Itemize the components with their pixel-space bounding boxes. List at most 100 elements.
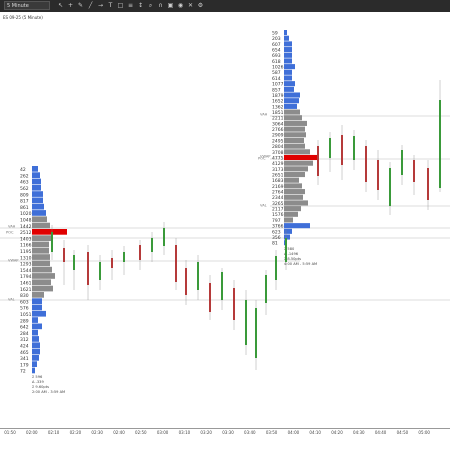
candle-body: [163, 228, 165, 246]
settings-icon[interactable]: ⚙: [197, 2, 204, 9]
volume-profile-value: 1442: [20, 224, 32, 230]
candle-body: [275, 256, 277, 280]
candle-body: [389, 168, 391, 206]
volume-profile-value: 1544: [20, 268, 32, 274]
time-axis[interactable]: [0, 428, 450, 451]
candle-body: [99, 262, 101, 280]
volume-profile-value: 1362: [272, 104, 284, 110]
volume-profile-bar: [32, 310, 46, 317]
volume-profile-value: 2764: [272, 190, 284, 196]
volume-profile-value: 797: [272, 218, 281, 224]
volume-profile-bar: [32, 260, 50, 267]
time-tick-label: 02:10: [47, 430, 60, 435]
volume-profile-value: 4129: [272, 161, 284, 167]
timeframe-select[interactable]: 5 Minute: [4, 1, 50, 10]
volume-profile-bar: [284, 58, 292, 64]
volume-profile-value: 607: [272, 42, 281, 48]
candle-body: [317, 146, 319, 176]
volume-profile-bar: [284, 160, 313, 166]
volume-profile-bar: [284, 47, 292, 53]
volume-profile-bar: [284, 143, 305, 149]
val-label: VAL: [260, 204, 267, 208]
volume-profile-bar: [32, 197, 43, 204]
volume-profile-value: 4775: [272, 155, 284, 161]
volume-profile-value: 3708: [272, 150, 284, 156]
time-tick-label: 01:50: [4, 430, 16, 435]
volume-profile-value: 587: [272, 70, 281, 76]
volume-profile-value: 642: [20, 325, 29, 331]
time-tick-label: 03:50: [265, 430, 278, 435]
chart-area[interactable]: [0, 12, 450, 428]
volume-profile-bar: [284, 92, 300, 98]
volume-profile-bar: [284, 137, 304, 143]
volume-profile-bar: [284, 86, 294, 92]
volume-profile-bar: [32, 172, 40, 178]
volume-profile-value: 3766: [272, 224, 284, 230]
ray-icon[interactable]: →: [97, 2, 104, 9]
candle-body: [439, 100, 441, 188]
cursor-icon[interactable]: ↖: [57, 2, 64, 9]
crosshair-icon[interactable]: +: [67, 2, 74, 9]
lock-icon[interactable]: ▣: [167, 2, 174, 9]
volume-profile-bar: [284, 69, 292, 75]
volume-profile-bar: [32, 247, 49, 254]
text-icon[interactable]: T: [108, 2, 113, 9]
volume-profile-bar: [32, 298, 42, 304]
volume-profile-bar: [32, 178, 41, 185]
volume-profile-value: 1461: [20, 281, 32, 287]
volume-profile-value: 312: [20, 337, 29, 343]
volume-profile-bar: [284, 183, 302, 189]
time-tick-label: 02:30: [91, 430, 103, 435]
volume-profile-value: 463: [20, 180, 29, 186]
volume-profile-bar: [32, 304, 42, 311]
vah-label: VAH: [260, 113, 268, 117]
volume-profile-value: 424: [20, 344, 29, 350]
line-icon[interactable]: ╱: [88, 2, 93, 9]
candle-body: [139, 245, 141, 260]
volume-profile-bar: [284, 154, 319, 161]
volume-profile-bar: [284, 75, 292, 81]
measure-icon[interactable]: ↕: [137, 2, 144, 9]
profile-info-text: Σ 580: [284, 247, 295, 251]
volume-profile-bar: [284, 211, 298, 217]
zoom-icon[interactable]: ⌕: [148, 2, 153, 9]
volume-profile-value: 614: [272, 76, 281, 82]
trash-icon[interactable]: ✕: [187, 2, 194, 9]
volume-profile-bar: [284, 81, 295, 87]
volume-profile-value: 2169: [272, 184, 284, 190]
candle-body: [265, 275, 267, 303]
volume-profile-value: 1652: [272, 99, 284, 105]
fib-icon[interactable]: ≡: [127, 2, 134, 9]
volume-profile-bar: [32, 317, 38, 323]
volume-profile-value: 1166: [20, 243, 32, 249]
candle-body: [427, 168, 429, 200]
candle-body: [197, 262, 199, 290]
volume-profile-bar: [32, 285, 53, 292]
volume-profile-bar: [32, 273, 55, 279]
time-tick-label: 04:00: [287, 430, 300, 435]
volume-profile-bar: [284, 109, 300, 115]
volume-profile-value: 465: [20, 350, 29, 356]
eye-icon[interactable]: ◉: [177, 2, 184, 9]
magnet-icon[interactable]: ∩: [158, 2, 163, 9]
candle-body: [175, 245, 177, 282]
volume-profile-value: 1020: [20, 211, 32, 217]
volume-profile-value: 289: [20, 318, 29, 324]
volume-profile-bar: [284, 103, 297, 109]
volume-profile-value: 3064: [272, 121, 284, 127]
volume-profile-bar: [284, 189, 305, 195]
volume-profile-value: 1879: [272, 93, 284, 99]
volume-profile-bar: [284, 149, 310, 155]
candle-body: [255, 308, 257, 358]
volume-profile-bar: [32, 241, 49, 248]
volume-profile-value: 3265: [272, 201, 284, 207]
poc-label: POC: [258, 156, 266, 160]
volume-profile-bar: [284, 200, 308, 206]
volume-profile-bar: [32, 348, 40, 355]
candle-body: [353, 136, 355, 160]
shape-icon[interactable]: □: [117, 2, 124, 9]
volume-profile-bar: [284, 172, 305, 178]
pencil-icon[interactable]: ✎: [77, 2, 84, 9]
candle-body: [221, 272, 223, 300]
